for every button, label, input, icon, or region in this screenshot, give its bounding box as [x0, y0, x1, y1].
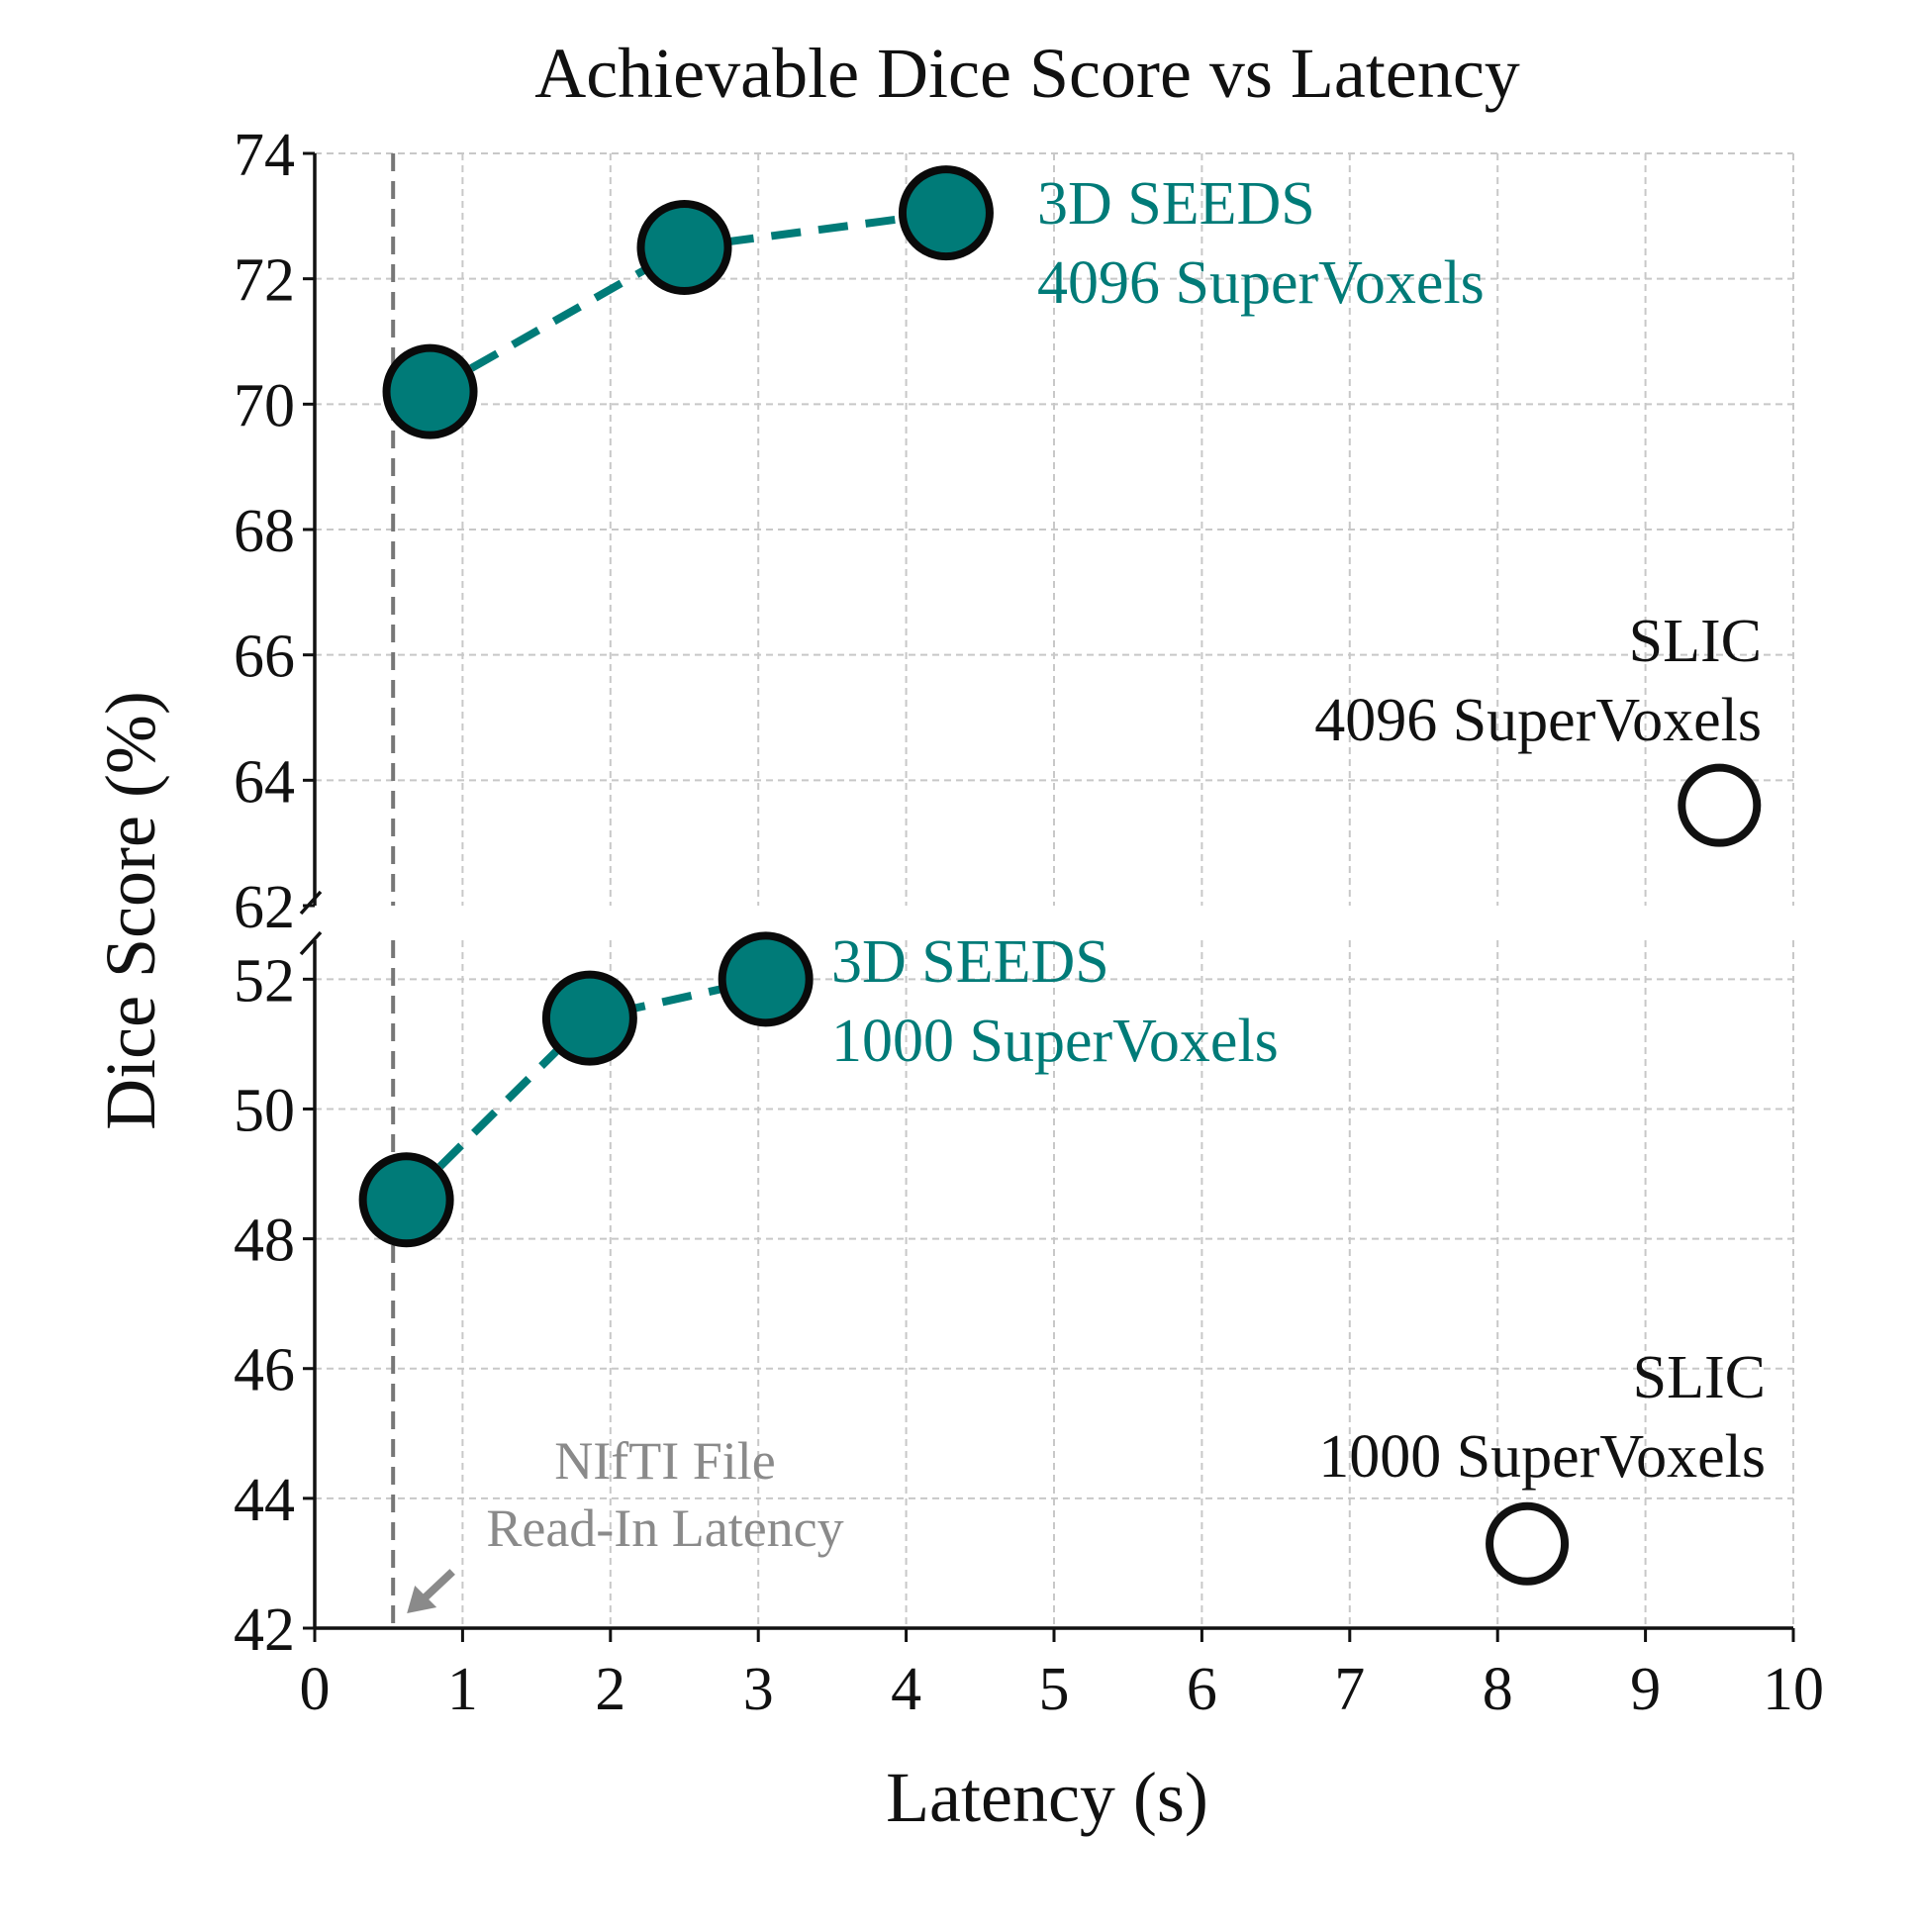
y-tick-label: 46	[234, 1337, 295, 1404]
y-tick-label: 62	[234, 874, 295, 941]
axis-break-mark	[299, 890, 323, 916]
x-tick-label: 10	[1763, 1656, 1824, 1723]
y-tick-label: 48	[234, 1208, 295, 1275]
series-layer	[358, 165, 1762, 1586]
x-axis-label: Latency (s)	[886, 1758, 1208, 1837]
series-label-line: SLIC	[1629, 608, 1762, 675]
series-3d-seeds-4096-supervoxels	[382, 165, 994, 439]
x-tick-label: 2	[595, 1656, 625, 1723]
x-tick-label: 9	[1630, 1656, 1661, 1723]
y-tick-label: 70	[234, 372, 295, 439]
x-tick-label: 1	[447, 1656, 478, 1723]
y-tick-label: 74	[234, 122, 295, 189]
reference-arrow-head	[407, 1586, 437, 1613]
series-label-line: SLIC	[1633, 1344, 1766, 1411]
data-point	[898, 165, 994, 261]
x-tick-label: 8	[1483, 1656, 1513, 1723]
series-slic-1000-supervoxels	[1486, 1501, 1570, 1586]
x-tick-label: 5	[1039, 1656, 1070, 1723]
series-label-line: 1000 SuperVoxels	[831, 1008, 1279, 1075]
data-point	[541, 970, 637, 1066]
series-label-line: 4096 SuperVoxels	[1314, 687, 1762, 754]
data-point	[1486, 1501, 1570, 1586]
reference-label-line: Read-In Latency	[486, 1498, 843, 1558]
y-tick-label: 52	[234, 947, 295, 1014]
axis-break-mark	[299, 930, 323, 956]
y-tick-label: 42	[234, 1596, 295, 1664]
data-point	[718, 931, 814, 1027]
y-tick-label: 50	[234, 1077, 295, 1144]
data-point	[636, 200, 732, 295]
reference-label-line: NIfTI File	[554, 1431, 775, 1491]
series-slic-4096-supervoxels	[1678, 763, 1762, 847]
x-tick-label: 7	[1334, 1656, 1365, 1723]
series-label-line: 3D SEEDS	[1037, 170, 1315, 238]
chart-title: Achievable Dice Score vs Latency	[534, 34, 1520, 113]
y-tick-label: 64	[234, 748, 295, 816]
annotation-layer: NIfTI File Read-In Latency 3D SEEDS 4096 Su…	[486, 170, 1766, 1558]
data-point	[382, 343, 478, 439]
series-label-line: 3D SEEDS	[831, 928, 1109, 996]
series-label-line: 1000 SuperVoxels	[1318, 1423, 1766, 1491]
reference-layer	[391, 153, 455, 1628]
y-axis-label: Dice Score (%)	[91, 691, 170, 1130]
grid-layer	[315, 152, 1794, 1628]
data-point	[1678, 763, 1762, 847]
y-tick-label: 72	[234, 247, 295, 315]
series-label-line: 4096 SuperVoxels	[1037, 249, 1485, 317]
y-tick-label: 68	[234, 498, 295, 565]
y-tick-label: 66	[234, 624, 295, 691]
x-tick-label: 6	[1187, 1656, 1217, 1723]
y-tick-label: 44	[234, 1467, 295, 1534]
x-tick-label: 0	[300, 1656, 331, 1723]
series-3d-seeds-1000-supervoxels	[358, 931, 814, 1248]
x-tick-label: 4	[891, 1656, 921, 1723]
data-point	[358, 1152, 454, 1248]
axis-layer: 62 64 66 68 70 72 74 42 44 46 48 50 52 0 1 2 3 4 5 6 7 8 9 10	[234, 122, 1824, 1723]
x-tick-label: 3	[743, 1656, 774, 1723]
